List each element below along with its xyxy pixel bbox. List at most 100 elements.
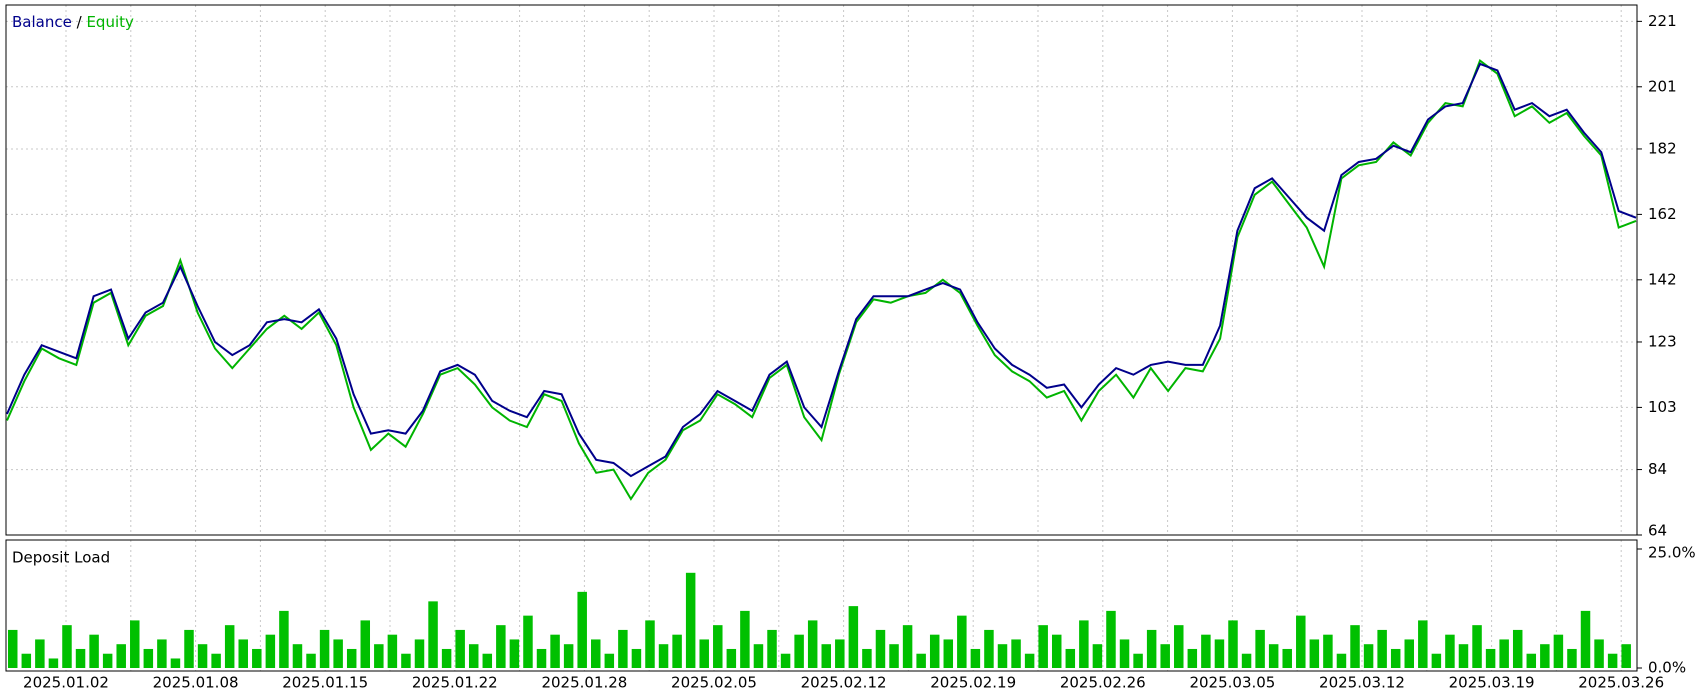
legend-equity: Equity [86, 13, 134, 31]
load-bar [821, 644, 831, 668]
load-bar [1580, 610, 1591, 668]
load-bar [1390, 648, 1401, 668]
y-tick-label: 25.0% [1648, 544, 1696, 562]
load-bar [1418, 620, 1428, 668]
x-tick-label: 2025.03.19 [1449, 674, 1535, 692]
load-bar [1201, 634, 1211, 668]
load-bar [48, 658, 59, 668]
load-frame [5, 539, 1638, 672]
y-tick-label: 142 [1648, 270, 1677, 288]
load-bar [1567, 648, 1577, 668]
y-tick-label: 201 [1648, 77, 1677, 95]
load-bar [468, 644, 479, 668]
load-bar [1540, 644, 1550, 668]
y-tick-label: 221 [1648, 12, 1677, 30]
load-bar [1363, 644, 1374, 668]
load-bar [1594, 639, 1604, 668]
load-bar [401, 653, 411, 668]
load-bar [1296, 615, 1306, 668]
load-bar [997, 644, 1008, 668]
load-bar [862, 648, 872, 668]
load-bar [957, 615, 967, 668]
load-bar [1268, 644, 1279, 668]
load-bar [672, 634, 682, 668]
load-bar [75, 648, 86, 668]
load-bar [1323, 634, 1333, 668]
load-bar [848, 606, 859, 668]
load-bar [306, 653, 316, 668]
load-bar [726, 648, 737, 668]
x-tick-label: 2025.01.22 [412, 674, 498, 692]
load-bar [1228, 620, 1238, 668]
load-bar [929, 634, 940, 668]
load-bar [1445, 634, 1455, 668]
y-tick-label: 103 [1648, 398, 1677, 416]
load-bar [943, 639, 954, 668]
load-bar [170, 658, 181, 668]
load-bar [1431, 653, 1442, 668]
legend: Balance / Equity [12, 13, 134, 31]
load-bar [1282, 648, 1292, 668]
load-bar [767, 629, 777, 668]
load-bar [1051, 634, 1062, 668]
y-tick-label: 162 [1648, 205, 1677, 223]
load-bar [252, 648, 262, 668]
load-bar [685, 572, 696, 668]
load-bar [1485, 648, 1496, 668]
load-title: Deposit Load [12, 549, 110, 567]
load-bar [360, 620, 371, 668]
load-bar [1038, 625, 1048, 668]
load-bar [1119, 639, 1130, 668]
load-bar [550, 634, 560, 668]
load-bar [1607, 653, 1618, 668]
load-bar [875, 629, 886, 668]
load-bar [523, 615, 533, 668]
load-bar [780, 653, 791, 668]
y-tick-label: 84 [1648, 460, 1667, 478]
x-tick-label: 2025.01.08 [153, 674, 239, 692]
x-tick-label: 2025.01.28 [541, 674, 627, 692]
load-bar [645, 620, 655, 668]
load-bar [1092, 644, 1103, 668]
load-bar [1065, 648, 1076, 668]
x-tick-label: 2025.01.15 [282, 674, 368, 692]
load-bar [441, 648, 452, 668]
load-bar [1309, 639, 1320, 668]
load-bar [1621, 644, 1631, 668]
y-tick-label: 64 [1648, 522, 1667, 540]
x-tick-label: 2025.02.05 [671, 674, 757, 692]
load-bar [713, 625, 723, 668]
load-bar [1106, 610, 1116, 668]
x-tick-label: 2025.02.19 [930, 674, 1016, 692]
load-bar [197, 644, 208, 668]
load-bar [1133, 653, 1143, 668]
load-bar [1499, 639, 1509, 668]
load-bar [1079, 620, 1089, 668]
x-tick-label: 2025.03.12 [1319, 674, 1405, 692]
load-bar [604, 653, 615, 668]
load-bar [794, 634, 804, 668]
load-bar [184, 629, 194, 668]
load-bar [577, 591, 587, 668]
load-bar [984, 629, 994, 668]
load-bar [536, 648, 547, 668]
load-bar [1255, 629, 1265, 668]
load-bar [21, 653, 32, 668]
load-bar [753, 644, 764, 668]
load-bar [496, 625, 506, 668]
load-bar [591, 639, 601, 668]
load-bar [102, 653, 113, 668]
legend-separator: / [77, 13, 83, 31]
load-bar [414, 639, 425, 668]
x-tick-label: 2025.02.12 [801, 674, 887, 692]
load-bar [143, 648, 154, 668]
load-bar [1350, 625, 1360, 668]
load-bar [238, 639, 248, 668]
load-bar [428, 601, 438, 668]
load-bar [346, 648, 357, 668]
legend-balance: Balance [12, 13, 72, 31]
load-bar [740, 610, 750, 668]
main-frame [5, 4, 1638, 536]
load-bar [455, 629, 465, 668]
